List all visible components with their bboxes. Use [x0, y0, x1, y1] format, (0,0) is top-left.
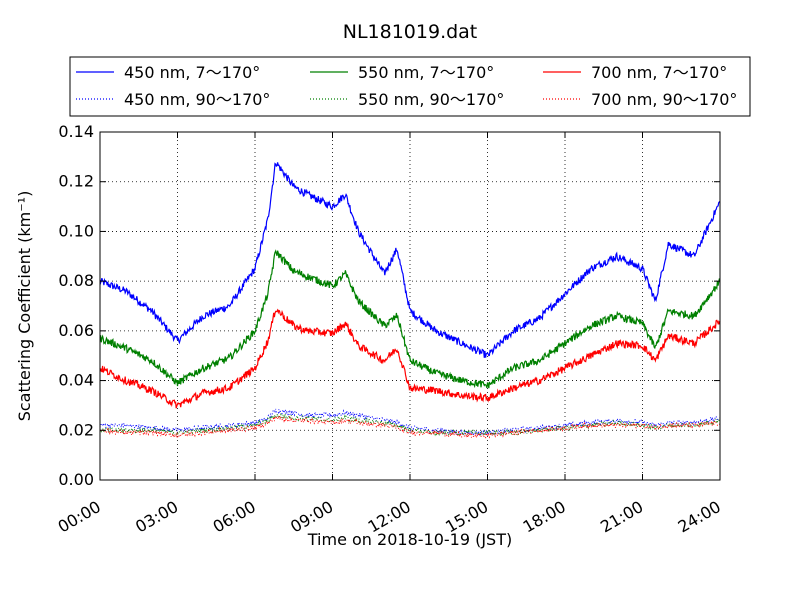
series-line — [99, 162, 721, 358]
x-tick-label: 24:00 — [675, 497, 724, 537]
chart-title: NL181019.dat — [343, 21, 478, 43]
legend: 450 nm, 7～170° 450 nm, 90～170° 550 nm, 7～1… — [69, 56, 751, 117]
x-tick-label: 21:00 — [597, 497, 646, 537]
x-tick-label: 06:00 — [210, 497, 259, 537]
y-tick-label: 0.06 — [58, 321, 94, 340]
legend-box — [69, 56, 751, 117]
legend-label: 550 nm, 90～170° — [358, 90, 504, 109]
y-axis-label: Scattering Coefficient (km⁻¹) — [15, 191, 34, 422]
x-tick-label: 00:00 — [55, 497, 104, 537]
series-line — [99, 414, 721, 440]
x-tick-label: 03:00 — [132, 497, 181, 537]
y-tick-label: 0.12 — [58, 172, 94, 191]
legend-label: 700 nm, 7～170° — [591, 63, 727, 82]
series-line — [99, 412, 720, 437]
legend-label: 550 nm, 7～170° — [358, 63, 494, 82]
y-axis: 0.00 0.02 0.04 0.06 0.08 0.10 0.12 0.14 — [58, 122, 720, 489]
y-tick-label: 0.02 — [58, 420, 94, 439]
x-axis-label: Time on 2018-10-19 (JST) — [307, 530, 512, 549]
y-tick-label: 0.00 — [58, 470, 94, 489]
y-tick-label: 0.08 — [58, 271, 94, 290]
series-group — [99, 162, 721, 440]
legend-label: 700 nm, 90～170° — [591, 90, 737, 109]
y-tick-label: 0.14 — [58, 122, 94, 141]
x-tick-label: 18:00 — [520, 497, 569, 537]
grid — [100, 132, 720, 480]
legend-label: 450 nm, 90～170° — [124, 90, 270, 109]
legend-label: 450 nm, 7～170° — [124, 63, 260, 82]
y-tick-label: 0.04 — [58, 371, 94, 390]
series-line — [99, 249, 721, 389]
plot-area — [100, 132, 720, 480]
series-line — [99, 308, 721, 409]
y-tick-label: 0.10 — [58, 221, 94, 240]
series-line — [99, 408, 721, 437]
